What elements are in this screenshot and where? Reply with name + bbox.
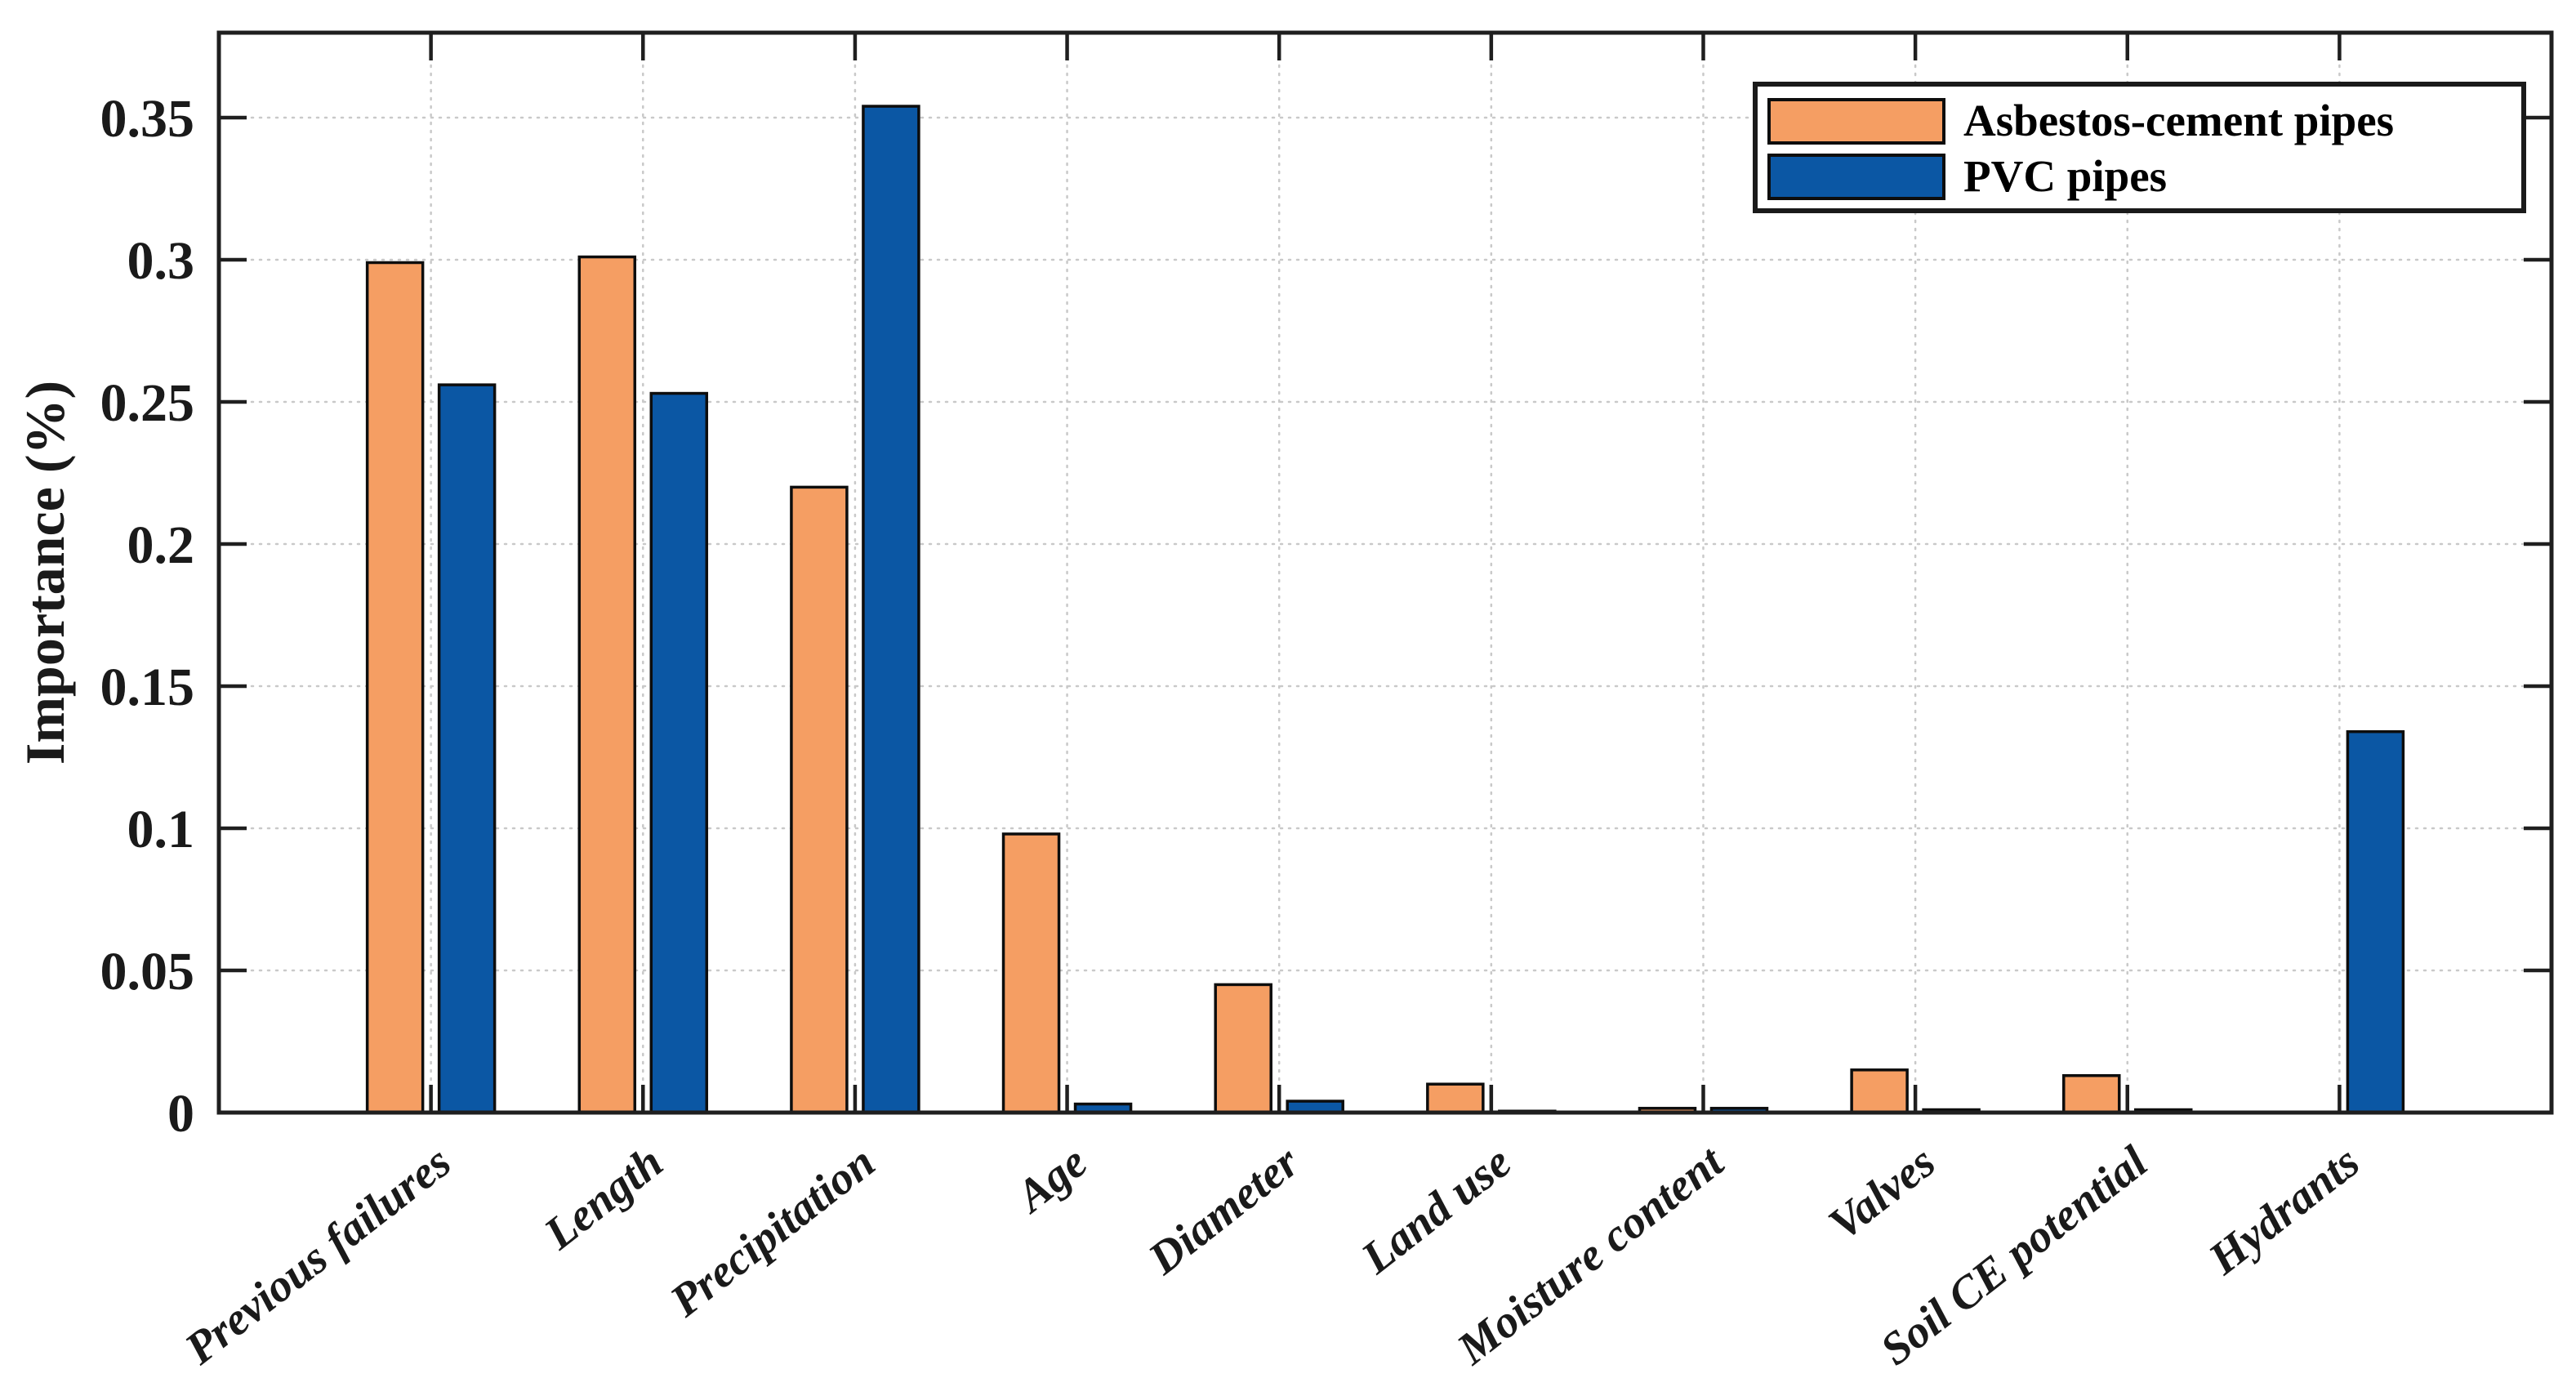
legend-label-pvc: PVC pipes [1963,151,2167,201]
x-category-label-land-use: Land use [1352,1136,1521,1284]
y-tick-label: 0.3 [127,231,195,291]
legend-swatch-pvc [1767,154,1945,200]
y-tick-label: 0.35 [100,89,195,149]
bar-pvc-pipes-hydrants [2346,729,2405,1114]
bar-asbestos-cement-pipes-diameter [1214,983,1272,1114]
y-tick-labels: 0 0.05 0.1 0.15 0.2 0.25 0.3 0.35 [100,89,195,1144]
x-category-label-age: Age [1005,1136,1097,1223]
x-category-label-precipitation: Precipitation [661,1136,885,1327]
legend-swatch-asbestos-cement [1767,98,1945,145]
bars-layer [365,105,2405,1114]
bar-asbestos-cement-pipes-length [577,255,637,1114]
y-tick-label: 0.05 [100,942,195,1001]
x-category-label-hydrants: Hydrants [2199,1136,2369,1285]
plot-border [216,30,2554,1115]
bar-asbestos-cement-pipes-precipitation [790,485,849,1114]
y-tick-label: 0.25 [100,373,195,433]
y-tick-label: 0.15 [100,658,195,717]
x-category-label-previous-failures: Previous failures [176,1136,461,1375]
bar-asbestos-cement-pipes-land-use [1426,1082,1485,1114]
x-category-label-valves: Valves [1820,1136,1945,1250]
bar-pvc-pipes-previous-failures [437,383,497,1114]
bar-asbestos-cement-pipes-valves [1850,1068,1909,1114]
bar-asbestos-cement-pipes-age [1001,832,1061,1114]
y-tick-label: 0 [167,1084,194,1144]
bar-asbestos-cement-pipes-previous-failures [365,261,425,1114]
x-category-label-diameter: Diameter [1139,1136,1309,1285]
y-axis-label: Importance (%) [14,381,76,765]
bar-pvc-pipes-precipitation [862,105,920,1114]
legend-label-asbestos-cement: Asbestos-cement pipes [1963,96,2394,145]
y-tick-label: 0.2 [127,515,195,575]
y-tick-label: 0.1 [127,800,195,859]
x-category-label-length: Length [534,1136,672,1260]
legend: Asbestos-cement pipes PVC pipes [1753,82,2526,213]
bar-asbestos-cement-pipes-soil-ce-potential [2062,1074,2121,1114]
bar-pvc-pipes-length [649,391,709,1114]
ticks-layer [221,34,2550,1115]
